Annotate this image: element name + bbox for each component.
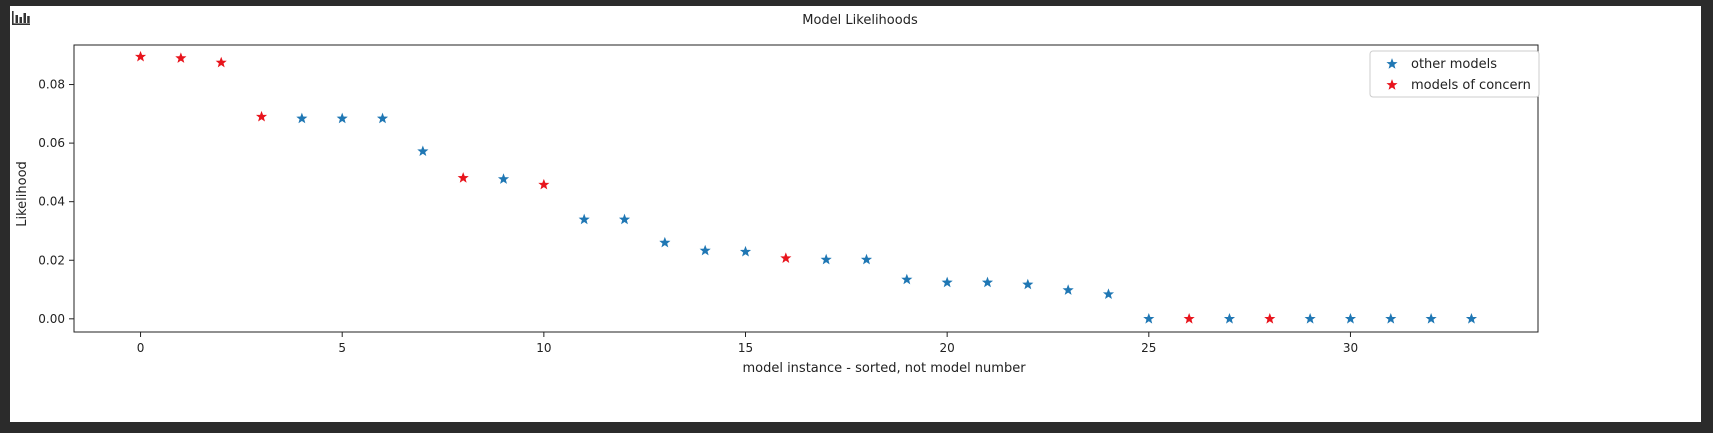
data-point-other-models [1465,312,1478,324]
y-axis-label: Likelihood [15,161,30,227]
data-point-other-models [820,253,832,265]
legend-box [1369,50,1540,98]
y-tick-label: 0.08 [38,78,65,92]
data-point-other-models [1425,312,1437,324]
data-point-other-models [1344,312,1357,324]
data-point-other-models [497,173,510,184]
legend-label-other-models: other models [1411,57,1497,72]
data-point-other-models [336,112,348,124]
data-point-other-models [1062,284,1074,295]
data-point-models-of-concern [780,252,792,263]
data-point-other-models [1102,288,1115,299]
data-point-other-models [618,213,631,225]
legend-star-other-models [1386,58,1398,69]
data-point-models-of-concern [175,52,187,63]
data-point-models-of-concern [255,110,268,122]
data-point-other-models [1385,312,1397,324]
chart-title: Model Likelihoods [802,13,918,28]
plot-area: 0 5 10 15 20 25 30 0.00 0.02 0.04 0.06 0.08 [38,44,1539,355]
data-point-other-models [941,276,953,288]
figure-frame: Model Likelihoods 0 5 10 15 20 25 30 0.00 0.02 0.… [10,6,1701,422]
y-tick-label: 0.04 [38,195,65,209]
data-point-models-of-concern [134,50,147,62]
data-point-other-models [739,245,752,257]
legend-marker-other-models [1386,58,1398,69]
legend-marker-models-of-concern [1386,79,1398,90]
x-axis-label: model instance - sorted, not model numbe… [742,361,1026,376]
x-tick-label: 25 [1141,341,1156,355]
data-point-models-of-concern [457,172,469,183]
x-tick-label: 0 [137,341,145,355]
data-point-other-models [1143,312,1155,324]
data-point-other-models [417,145,429,157]
x-tick-label: 5 [338,341,346,355]
data-point-models-of-concern [1183,312,1195,324]
legend-star-models-of-concern [1386,79,1398,90]
data-point-other-models [659,236,671,248]
y-tick-label: 0.00 [38,312,65,326]
data-point-models-of-concern [1264,312,1276,324]
y-tick-label: 0.06 [38,136,65,150]
data-point-other-models [860,253,873,265]
data-point-other-models [901,273,913,285]
data-point-models-of-concern [538,178,550,190]
data-point-other-models [1223,312,1236,324]
data-point-other-models [376,112,389,124]
x-tick-label: 10 [536,341,551,355]
data-point-other-models [296,112,308,124]
axes-frame [73,44,1539,333]
x-tick-label: 30 [1343,341,1358,355]
data-point-other-models [1304,312,1316,324]
legend-label-models-of-concern: models of concern [1411,78,1531,93]
data-point-other-models [578,213,590,225]
x-tick-label: 15 [738,341,753,355]
data-point-other-models [1022,278,1034,290]
likelihood-chart: Model Likelihoods 0 5 10 15 20 25 30 0.00 0.02 0.… [15,13,1540,376]
y-tick-label: 0.02 [38,253,65,267]
data-point-other-models [981,276,994,288]
data-point-other-models [699,244,711,256]
legend: other models models of concern [1369,50,1540,98]
data-point-models-of-concern [215,56,227,68]
x-tick-label: 20 [940,341,955,355]
bar-chart-icon[interactable] [11,10,31,26]
